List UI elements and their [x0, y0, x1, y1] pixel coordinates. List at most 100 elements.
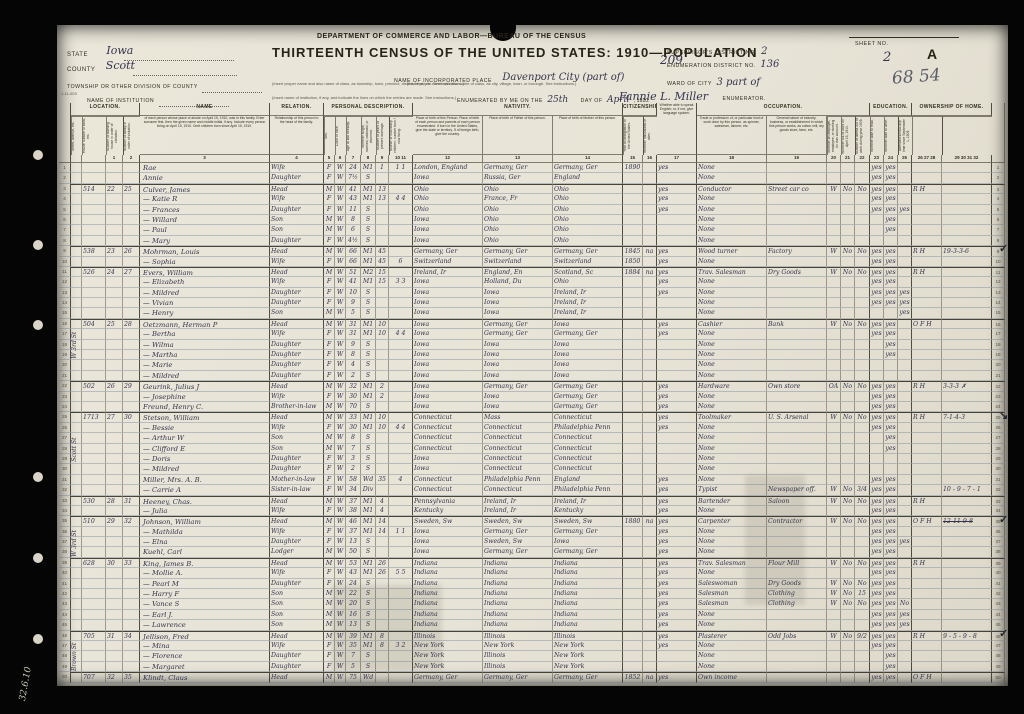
out-of-work-cell [841, 537, 855, 548]
father-birthplace-cell: Germany, Ger [483, 318, 553, 330]
sex-cell: F [324, 204, 335, 215]
english-cell [657, 350, 697, 361]
column-number: 18 [697, 155, 767, 163]
english-cell: yes [657, 474, 697, 486]
name-cell: — Paul [140, 225, 270, 236]
employer-cell [827, 194, 841, 205]
home-ownership-cell [912, 526, 942, 538]
occupation-cell: Cashier [697, 318, 767, 330]
race-cell: W [335, 526, 346, 538]
checkmark-annotation: ↘ [999, 409, 1009, 422]
column-number: 16 [643, 155, 657, 163]
age-cell: 13 [346, 537, 361, 548]
father-birthplace-cell: Iowa [483, 391, 553, 402]
home-ownership-cell: O F H [912, 318, 942, 330]
race-cell: W [335, 401, 346, 413]
school-cell [898, 474, 912, 486]
age-cell: 70 [346, 401, 361, 413]
marital-cell: S [361, 453, 376, 465]
line-number-right: 8 [992, 235, 1005, 247]
children-cell: 1 1 [389, 526, 413, 538]
school-cell [898, 173, 912, 184]
school-cell [898, 329, 912, 340]
read-cell: yes [870, 557, 884, 569]
pob-father-col-header: Place of birth of Father of this person. [483, 116, 553, 155]
father-birthplace-cell: Indiana [483, 589, 553, 600]
father-birthplace-cell: Germany, Ger [483, 526, 553, 538]
name-cell: — Doris [140, 453, 270, 465]
out-of-work-cell [841, 339, 855, 351]
school-cell [898, 464, 912, 475]
sex-cell: M [324, 557, 335, 569]
dwelling-number [106, 163, 123, 174]
sex-cell: F [324, 505, 335, 517]
name-cell: — Martha [140, 350, 270, 361]
english-cell: yes [657, 578, 697, 590]
employer-cell [827, 651, 841, 662]
column-number: 8 [361, 155, 376, 163]
write-cell: yes [884, 298, 898, 309]
write-cell: yes [884, 277, 898, 288]
relation-cell: Daughter [270, 204, 324, 215]
read-cell: yes [870, 422, 884, 434]
weeks-cell: No [855, 578, 870, 590]
mother-birthplace-cell: Connecticut [553, 453, 623, 465]
occupation-cell: Carpenter [697, 516, 767, 527]
house-number [82, 537, 106, 548]
relation-cell: Daughter [270, 453, 324, 465]
weeks-cell [855, 474, 870, 486]
census-title: THIRTEENTH CENSUS OF THE UNITED STATES: … [272, 45, 758, 60]
english-cell [657, 298, 697, 309]
immigration-cell [623, 630, 643, 641]
occupation-cell: Bartender [697, 495, 767, 506]
margin-annotation-cell: 10 - 9 - 7 - 1 [942, 485, 992, 496]
occupation-cell: None [697, 350, 767, 361]
years-married-cell: 13 [376, 194, 389, 205]
employer-cell [827, 370, 841, 382]
relation-cell: Daughter [270, 298, 324, 309]
mother-birthplace-cell: Ireland, Ir [553, 495, 623, 506]
name-cell: Kuehl, Carl [140, 547, 270, 558]
employer-cell [827, 214, 841, 226]
mother-birthplace-cell: England [553, 173, 623, 184]
ownership-sub [912, 116, 942, 155]
family-number: 31 [123, 495, 140, 506]
marital-col-header: Whether single, married, widowed, or div… [361, 116, 376, 155]
read-cell [870, 225, 884, 236]
margin-annotation-cell [942, 464, 992, 475]
children-cell [389, 266, 413, 278]
family-number [123, 329, 140, 340]
name-cell: Geurink, Julius J [140, 381, 270, 392]
write-cell: yes [884, 516, 898, 527]
children-cell [389, 225, 413, 236]
industry-cell [767, 298, 827, 309]
children-cell [389, 630, 413, 641]
street-cell [71, 474, 82, 486]
school-cell [898, 350, 912, 361]
years-married-cell [376, 173, 389, 184]
english-cell: yes [657, 609, 697, 621]
line-number: 29 [59, 453, 71, 465]
home-ownership-cell: R H [912, 183, 942, 195]
street-cell [71, 214, 82, 226]
father-birthplace-cell: Sweden, Sw [483, 537, 553, 548]
race-cell: W [335, 505, 346, 517]
margin-annotation-cell [942, 422, 992, 434]
line-number: 26 [59, 422, 71, 434]
english-cell: yes [657, 381, 697, 392]
home-ownership-cell [912, 350, 942, 361]
immigration-cell [623, 401, 643, 413]
occupation-cell: None [697, 651, 767, 662]
weeks-cell [855, 308, 870, 319]
line-number-right: 16 [992, 318, 1005, 330]
english-cell: yes [657, 391, 697, 402]
birthplace-cell: Connecticut [413, 474, 483, 486]
line-number: 25 [59, 412, 71, 423]
occupation-cell: None [697, 277, 767, 288]
race-cell: W [335, 194, 346, 205]
father-birthplace-cell: Indiana [483, 609, 553, 621]
race-cell: W [335, 350, 346, 361]
industry-cell [767, 194, 827, 205]
school-cell [898, 370, 912, 382]
name-cell: Miller, Mrs. A. B. [140, 474, 270, 486]
